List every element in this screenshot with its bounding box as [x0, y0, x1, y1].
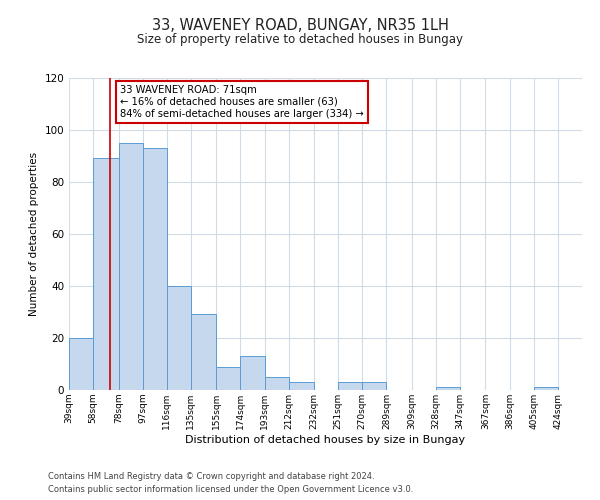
Text: Size of property relative to detached houses in Bungay: Size of property relative to detached ho…	[137, 32, 463, 46]
Text: Contains HM Land Registry data © Crown copyright and database right 2024.: Contains HM Land Registry data © Crown c…	[48, 472, 374, 481]
Bar	[534, 388, 558, 390]
Bar	[119, 142, 143, 390]
Bar	[265, 377, 289, 390]
Bar	[216, 366, 241, 390]
Bar	[167, 286, 191, 390]
Bar	[241, 356, 265, 390]
Bar	[338, 382, 362, 390]
Text: Contains public sector information licensed under the Open Government Licence v3: Contains public sector information licen…	[48, 485, 413, 494]
Bar	[93, 158, 119, 390]
Bar	[191, 314, 216, 390]
X-axis label: Distribution of detached houses by size in Bungay: Distribution of detached houses by size …	[185, 434, 466, 444]
Bar	[362, 382, 386, 390]
Bar	[289, 382, 314, 390]
Bar	[143, 148, 167, 390]
Bar	[436, 388, 460, 390]
Bar	[69, 338, 93, 390]
Text: 33 WAVENEY ROAD: 71sqm
← 16% of detached houses are smaller (63)
84% of semi-det: 33 WAVENEY ROAD: 71sqm ← 16% of detached…	[120, 86, 364, 118]
Text: 33, WAVENEY ROAD, BUNGAY, NR35 1LH: 33, WAVENEY ROAD, BUNGAY, NR35 1LH	[152, 18, 448, 32]
Y-axis label: Number of detached properties: Number of detached properties	[29, 152, 39, 316]
